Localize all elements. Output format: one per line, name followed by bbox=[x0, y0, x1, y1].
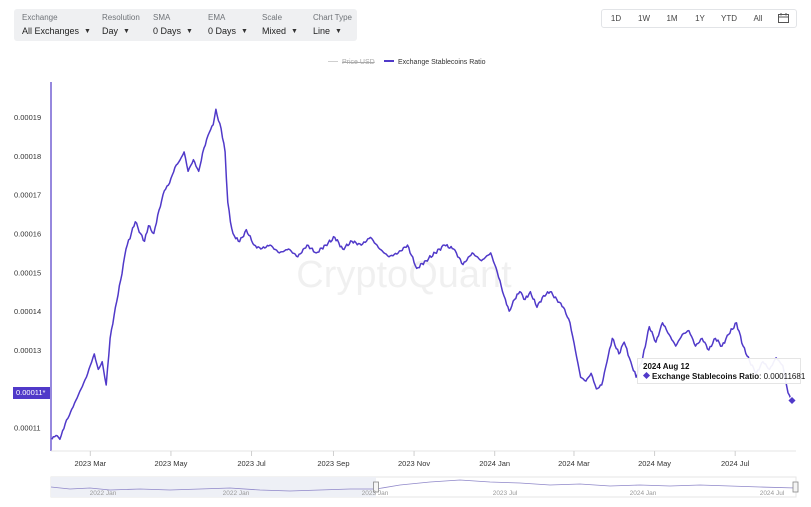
watermark: CryptoQuant bbox=[296, 254, 512, 296]
navigator-label: 2023 Jul bbox=[493, 490, 518, 497]
series-line bbox=[51, 108, 793, 441]
navigator[interactable]: 2022 Jan 2022 Jan 2023 Jan 2023 Jul 2024 Jan… bbox=[50, 476, 799, 498]
x-tick-label: 2024 Jan bbox=[479, 459, 510, 468]
chevron-down-icon: ▼ bbox=[123, 28, 130, 35]
ema-label: EMA bbox=[208, 13, 226, 22]
scale-label: Scale bbox=[262, 13, 283, 22]
legend-label: Exchange Stablecoins Ratio bbox=[398, 59, 486, 66]
range-1y-button[interactable]: 1Y bbox=[695, 14, 705, 23]
diamond-icon bbox=[642, 371, 651, 380]
legend-swatch bbox=[328, 61, 338, 62]
y-tick-label: 0.00015 bbox=[14, 268, 41, 277]
y-tick-label: 0.00018 bbox=[14, 152, 41, 161]
navigator-label: 2022 Jan bbox=[223, 490, 250, 497]
navigator-labels: 2022 Jan 2022 Jan 2023 Jan 2023 Jul 2024 Jan… bbox=[90, 490, 785, 497]
exchange-value: All Exchanges bbox=[22, 26, 80, 36]
legend-price-usd[interactable]: Price USD bbox=[328, 59, 375, 66]
scale-value: Mixed bbox=[262, 26, 287, 36]
tooltip-series-name: Exchange Stablecoins Ratio bbox=[652, 372, 760, 381]
range-1m-button[interactable]: 1M bbox=[666, 14, 678, 23]
range-ytd-button[interactable]: YTD bbox=[721, 14, 737, 23]
legend-exchange-stablecoins-ratio[interactable]: Exchange Stablecoins Ratio bbox=[384, 59, 486, 66]
sma-select[interactable]: SMA 0 Days ▼ bbox=[153, 13, 193, 38]
chart-type-label: Chart Type bbox=[313, 13, 352, 22]
y-tick-label: 0.00014 bbox=[14, 307, 41, 316]
resolution-value: Day bbox=[102, 26, 119, 36]
chevron-down-icon: ▼ bbox=[241, 28, 248, 35]
time-range-selector: 1D 1W 1M 1Y YTD All bbox=[601, 9, 797, 28]
tooltip-date: 2024 Aug 12 bbox=[643, 362, 690, 371]
plot-area bbox=[51, 108, 797, 441]
range-1w-button[interactable]: 1W bbox=[638, 14, 650, 23]
y-tick-label: 0.00019 bbox=[14, 113, 41, 122]
navigator-label: 2024 Jan bbox=[630, 490, 657, 497]
sma-value: 0 Days bbox=[153, 26, 182, 36]
x-tick-label: 2024 Jul bbox=[721, 459, 750, 468]
navigator-label: 2023 Jan bbox=[362, 490, 389, 497]
y-axis: 0.000110.000120.000130.000140.000150.000… bbox=[14, 113, 41, 433]
x-tick-label: 2023 Mar bbox=[74, 459, 106, 468]
navigator-label: 2024 Jul bbox=[760, 490, 785, 497]
chevron-down-icon: ▼ bbox=[186, 28, 193, 35]
navigator-unselected-region bbox=[51, 477, 376, 497]
y-tick-label: 0.00016 bbox=[14, 229, 41, 238]
legend: Price USD Exchange Stablecoins Ratio bbox=[0, 58, 811, 70]
range-all-button[interactable]: All bbox=[753, 14, 763, 23]
hover-marker-diamond-icon bbox=[787, 395, 797, 406]
current-value-tag: 0.00011* bbox=[13, 387, 50, 399]
tooltip-row: Exchange Stablecoins Ratio: 0.00011681 bbox=[642, 371, 806, 381]
chevron-down-icon: ▼ bbox=[335, 28, 342, 35]
x-tick-label: 2023 Jul bbox=[237, 459, 266, 468]
exchange-label: Exchange bbox=[22, 13, 58, 22]
legend-swatch bbox=[384, 60, 394, 62]
navigator-label: 2022 Jan bbox=[90, 490, 117, 497]
x-axis: 2023 Mar 2023 May 2023 Jul 2023 Sep 2023 Nov… bbox=[74, 451, 750, 468]
chart-type-value: Line bbox=[313, 26, 331, 36]
chevron-down-icon: ▼ bbox=[84, 28, 91, 35]
chart-type-select[interactable]: Chart Type Line ▼ bbox=[313, 13, 352, 38]
x-tick-label: 2023 May bbox=[154, 459, 187, 468]
resolution-select[interactable]: Resolution Day ▼ bbox=[102, 13, 140, 38]
ema-select[interactable]: EMA 0 Days ▼ bbox=[208, 13, 248, 38]
y-tick-label: 0.00011 bbox=[14, 424, 41, 433]
chart-tooltip: 2024 Aug 12 Exchange Stablecoins Ratio: … bbox=[637, 358, 805, 384]
x-tick-label: 2024 May bbox=[638, 459, 671, 468]
tooltip-value: 0.00011681 bbox=[763, 372, 806, 381]
x-tick-label: 2023 Nov bbox=[398, 459, 430, 468]
navigator-series bbox=[50, 479, 797, 492]
range-1d-button[interactable]: 1D bbox=[610, 14, 622, 23]
chart-toolbar: Exchange All Exchanges ▼ Resolution Day ▼ … bbox=[14, 9, 357, 41]
scale-select[interactable]: Scale Mixed ▼ bbox=[262, 13, 298, 38]
x-tick-label: 2023 Sep bbox=[317, 459, 349, 468]
sma-label: SMA bbox=[153, 13, 171, 22]
navigator-handle-right[interactable] bbox=[792, 481, 799, 493]
exchange-select[interactable]: Exchange All Exchanges ▼ bbox=[22, 13, 91, 38]
chevron-down-icon: ▼ bbox=[291, 28, 298, 35]
ema-value: 0 Days bbox=[208, 26, 237, 36]
y-tick-label: 0.00013 bbox=[14, 346, 41, 355]
legend-label: Price USD bbox=[342, 59, 375, 66]
calendar-icon[interactable] bbox=[778, 13, 789, 23]
navigator-handle-left[interactable] bbox=[373, 481, 379, 493]
y-tick-label: 0.00017 bbox=[14, 191, 41, 200]
resolution-label: Resolution bbox=[102, 13, 140, 22]
x-tick-label: 2024 Mar bbox=[558, 459, 590, 468]
